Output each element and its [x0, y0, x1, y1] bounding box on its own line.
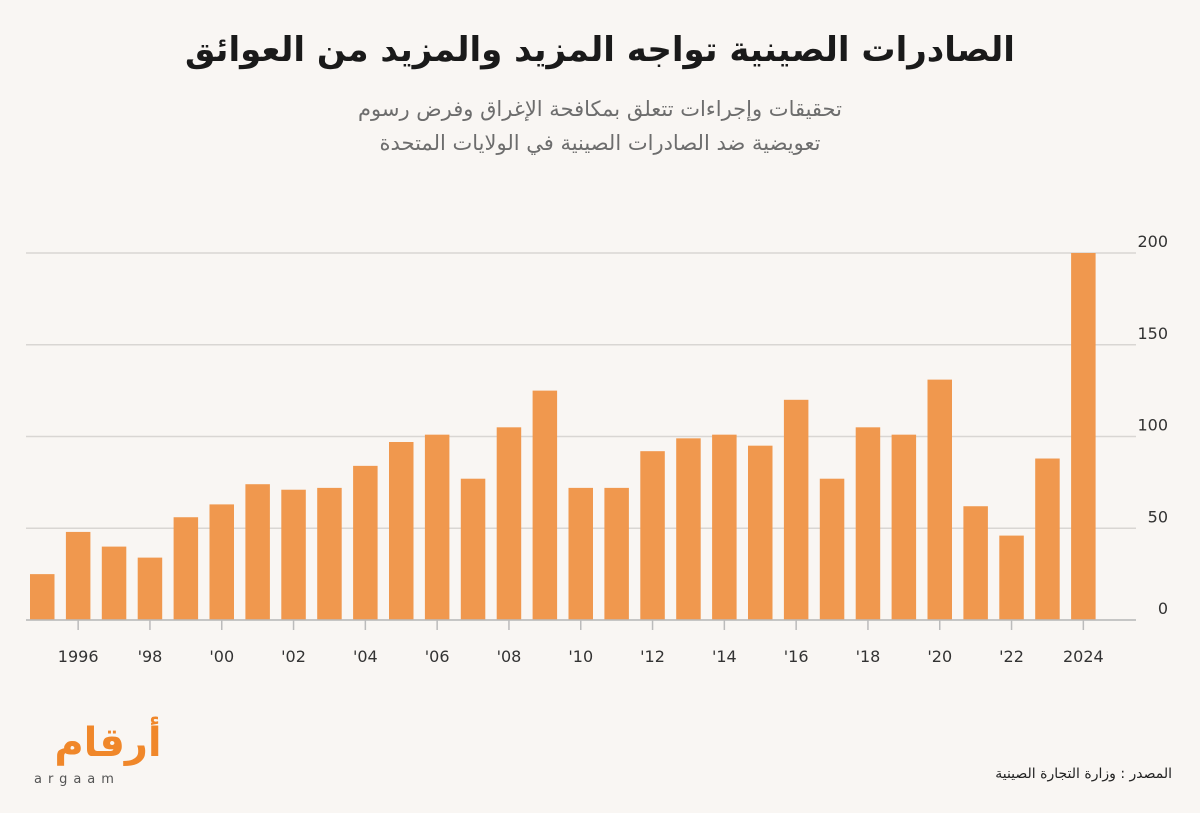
- bar-2017: [819, 478, 845, 620]
- x-tick-label: 1996: [58, 647, 99, 666]
- x-tick-label: '18: [856, 647, 881, 666]
- bar-2006: [424, 434, 450, 620]
- chart-subtitle: تحقيقات وإجراءات تتعلق بمكافحة الإغراق و…: [250, 92, 950, 160]
- bar-2011: [604, 487, 629, 620]
- bar-2002: [281, 489, 306, 620]
- x-tick-label: '16: [784, 647, 809, 666]
- x-tick-label: '10: [568, 647, 593, 666]
- x-tick-label: '02: [281, 647, 306, 666]
- x-tick-label: '14: [712, 647, 737, 666]
- bar-1999: [173, 517, 199, 620]
- bar-2021: [963, 506, 988, 620]
- bar-2000: [209, 504, 234, 620]
- bar-2003: [317, 487, 342, 620]
- x-tick-label: '20: [927, 647, 952, 666]
- x-axis-ticks: 1996 '98 '00 '02 '04 '06 '08 '10 '12 '14 '16 '18 '20…: [26, 619, 1136, 666]
- y-tick-label: 0: [1158, 599, 1168, 618]
- bar-2012: [640, 451, 665, 620]
- x-tick-label: '22: [999, 647, 1024, 666]
- bar-2020: [927, 379, 952, 620]
- bar-2013: [676, 438, 701, 620]
- y-tick-label: 50: [1148, 507, 1168, 526]
- y-tick-label: 100: [1137, 416, 1168, 435]
- bar-2009: [532, 390, 558, 620]
- subtitle-line-1: تحقيقات وإجراءات تتعلق بمكافحة الإغراق و…: [358, 97, 842, 121]
- bar-2016: [783, 399, 809, 620]
- subtitle-line-2: تعويضية ضد الصادرات الصينية في الولايات …: [379, 131, 821, 155]
- bar-2004: [353, 465, 378, 620]
- bar-2008: [496, 427, 522, 620]
- bar-1995: [30, 574, 55, 620]
- x-tick-label: '06: [425, 647, 450, 666]
- bar-1997: [101, 546, 127, 620]
- bar-2010: [568, 487, 593, 620]
- logo-arabic: أرقام: [54, 720, 162, 766]
- y-tick-label: 150: [1137, 324, 1168, 343]
- x-tick-label: '98: [138, 647, 163, 666]
- y-axis-ticks: 0 50 100 150 200: [1137, 232, 1168, 618]
- source-note: المصدر : وزارة التجارة الصينية: [995, 766, 1172, 782]
- chart-title: الصادرات الصينية تواجه المزيد والمزيد من…: [185, 30, 1015, 70]
- bar-2014: [712, 434, 737, 620]
- bar-2019: [891, 434, 917, 620]
- bar-2018: [855, 427, 881, 620]
- logo-latin: argaam: [34, 772, 120, 787]
- bar-2001: [245, 484, 270, 620]
- bar-2005: [389, 442, 414, 620]
- bar-2015: [748, 445, 773, 620]
- y-tick-label: 200: [1137, 232, 1168, 251]
- x-tick-label: '00: [209, 647, 234, 666]
- bar-2024: [1071, 253, 1096, 620]
- x-tick-label: '12: [640, 647, 665, 666]
- bar-2023: [1035, 458, 1060, 620]
- bar-2007: [460, 478, 486, 620]
- bar-1996: [65, 531, 91, 620]
- x-tick-label: '08: [497, 647, 522, 666]
- argaam-logo: أرقام argaam: [28, 720, 188, 788]
- x-tick-label: '04: [353, 647, 378, 666]
- bars: [30, 253, 1096, 620]
- bar-1998: [137, 557, 163, 620]
- x-tick-label: 2024: [1063, 647, 1104, 666]
- bar-2022: [999, 535, 1024, 620]
